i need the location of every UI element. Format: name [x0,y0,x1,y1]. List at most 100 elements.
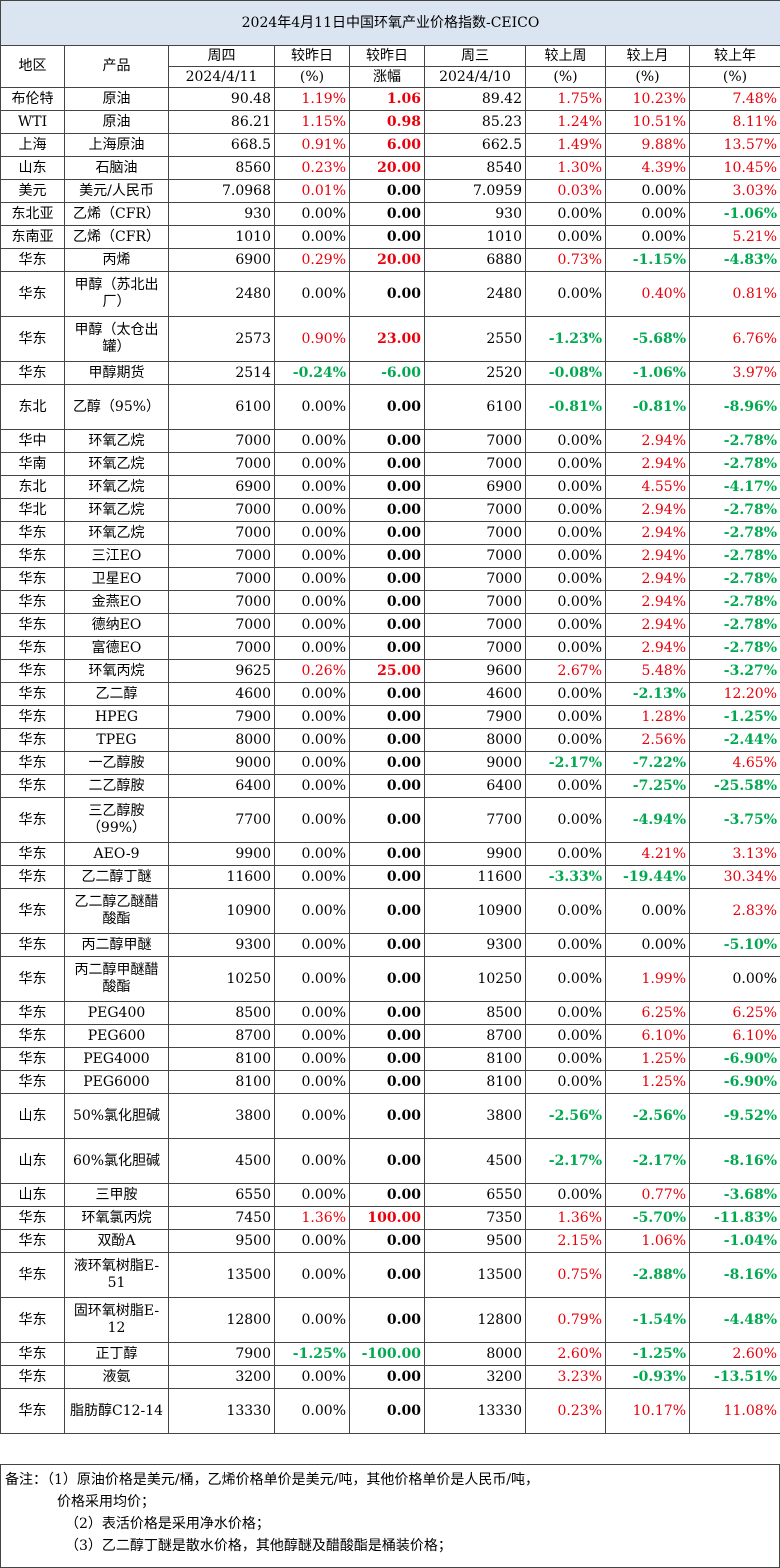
cell-mom: 6.25% [605,1001,690,1025]
header-yoy-unit: (%) [689,66,780,88]
cell-mom: -2.17% [605,1138,690,1184]
cell-yoy: -2.44% [689,728,780,752]
table-row: 华东 HPEG 7900 0.00% 0.00 7900 0.00% 1.28% -1.25% [0,705,780,729]
cell-wed: 7000 [424,567,526,591]
cell-wed: 1010 [424,225,526,249]
cell-mom: -5.70% [605,1206,690,1230]
cell-yoy: -2.78% [689,429,780,453]
cell-dod-amt: 0.00 [349,1365,425,1389]
cell-dod-amt: 0.00 [349,705,425,729]
cell-yoy: -6.90% [689,1070,780,1094]
cell-wow: 0.00% [525,636,606,660]
table-row: 华北 环氧乙烷 7000 0.00% 0.00 7000 0.00% 2.94% -2.78% [0,498,780,522]
cell-wed: 12800 [424,1297,526,1343]
cell-wed: 6550 [424,1183,526,1207]
cell-region: 华东 [0,751,65,775]
cell-dod-pct: 0.00% [274,682,350,706]
header-wed: 周三 [424,45,526,67]
note-1: 备注：（1）原油价格是美元/桶，乙烯价格单价是美元/吨，其他价格单价是人民币/吨… [5,1472,540,1488]
cell-dod-pct: 0.00% [274,1252,350,1298]
cell-region: 华东 [0,1252,65,1298]
table-row: 华东 固环氧树脂E-12 12800 0.00% 0.00 12800 0.79% -1.54… [0,1297,780,1343]
cell-dod-pct: 0.00% [274,271,350,317]
table-row: 华东 甲醇（太仓出罐） 2573 0.90% 23.00 2550 -1.23% -5.68%… [0,316,780,362]
cell-wow: 0.00% [525,544,606,568]
cell-region: 山东 [0,1093,65,1139]
cell-dod-amt: 0.00 [349,888,425,934]
cell-dod-amt: 0.00 [349,384,425,430]
cell-wed: 6400 [424,774,526,798]
cell-dod-pct: 0.00% [274,751,350,775]
table-row: 华东 卫星EO 7000 0.00% 0.00 7000 0.00% 2.94% -2.78% [0,567,780,591]
cell-thu: 7.0968 [168,179,275,203]
cell-mom: 1.06% [605,1229,690,1253]
cell-mom: 1.99% [605,956,690,1002]
cell-dod-pct: 0.00% [274,933,350,957]
cell-dod-amt: 25.00 [349,659,425,683]
cell-mom: 10.51% [605,110,690,134]
cell-dod-pct: 0.00% [274,544,350,568]
cell-product: PEG4000 [64,1047,169,1071]
table-row: 华东 甲醇（苏北出厂） 2480 0.00% 0.00 2480 0.00% 0.40% 0.8… [0,271,780,317]
cell-product: 美元/人民币 [64,179,169,203]
cell-product: 液环氧树脂E-51 [64,1252,169,1298]
cell-thu: 6400 [168,774,275,798]
cell-dod-pct: 0.00% [274,567,350,591]
cell-wed: 3800 [424,1093,526,1139]
cell-mom: 0.00% [605,202,690,226]
cell-mom: -1.54% [605,1297,690,1343]
table-row: 华东 丙二醇甲醚醋酸酯 10250 0.00% 0.00 10250 0.00% 1.99% 0… [0,956,780,1002]
cell-region: 山东 [0,156,65,180]
cell-yoy: 6.76% [689,316,780,362]
cell-region: 华东 [0,659,65,683]
cell-dod-amt: 0.00 [349,751,425,775]
cell-wed: 11600 [424,865,526,889]
cell-region: 华东 [0,705,65,729]
table-row: 华中 环氧乙烷 7000 0.00% 0.00 7000 0.00% 2.94% -2.78% [0,429,780,453]
cell-yoy: 3.97% [689,361,780,385]
cell-yoy: -25.58% [689,774,780,798]
cell-dod-pct: 1.36% [274,1206,350,1230]
cell-thu: 7700 [168,797,275,843]
cell-mom: 0.77% [605,1183,690,1207]
cell-wed: 6100 [424,384,526,430]
cell-wow: 0.00% [525,682,606,706]
cell-wow: 0.00% [525,1070,606,1094]
cell-region: 东北 [0,384,65,430]
cell-product: 环氧丙烷 [64,659,169,683]
cell-wed: 85.23 [424,110,526,134]
cell-dod-amt: 0.00 [349,728,425,752]
header-wow-unit: (%) [525,66,606,88]
cell-dod-amt: 0.00 [349,225,425,249]
table-row: 华东 三乙醇胺（99%） 7700 0.00% 0.00 7700 0.00% -4.94% -… [0,797,780,843]
cell-product: PEG400 [64,1001,169,1025]
cell-region: 华东 [0,728,65,752]
cell-dod-amt: 0.00 [349,956,425,1002]
cell-region: 东南亚 [0,225,65,249]
cell-product: 环氧乙烷 [64,429,169,453]
cell-dod-pct: 0.00% [274,1183,350,1207]
cell-yoy: 12.20% [689,682,780,706]
table-row: WTI 原油 86.21 1.15% 0.98 85.23 1.24% 10.51% 8.11% [0,110,780,134]
cell-dod-amt: 23.00 [349,316,425,362]
cell-thu: 8700 [168,1024,275,1048]
cell-thu: 7000 [168,590,275,614]
table-row: 华东 PEG4000 8100 0.00% 0.00 8100 0.00% 1.25% -6.9… [0,1047,780,1071]
cell-wow: 0.00% [525,1047,606,1071]
cell-product: 乙烯（CFR） [64,225,169,249]
cell-product: 乙醇（95%） [64,384,169,430]
cell-region: 美元 [0,179,65,203]
cell-region: 华东 [0,590,65,614]
header-dod-amt: 较昨日 [349,45,425,67]
cell-thu: 3200 [168,1365,275,1389]
cell-dod-amt: 0.00 [349,842,425,866]
note-2: （2）表活价格是采用净水价格； [65,1516,270,1532]
cell-product: 脂肪醇C12-14 [64,1388,169,1434]
cell-wow: -2.56% [525,1093,606,1139]
cell-wow: 0.03% [525,179,606,203]
cell-thu: 668.5 [168,133,275,157]
cell-wed: 9900 [424,842,526,866]
table-row: 东南亚 乙烯（CFR） 1010 0.00% 0.00 1010 0.00% 0.00% 5.2… [0,225,780,249]
cell-wow: 0.00% [525,225,606,249]
cell-thu: 12800 [168,1297,275,1343]
